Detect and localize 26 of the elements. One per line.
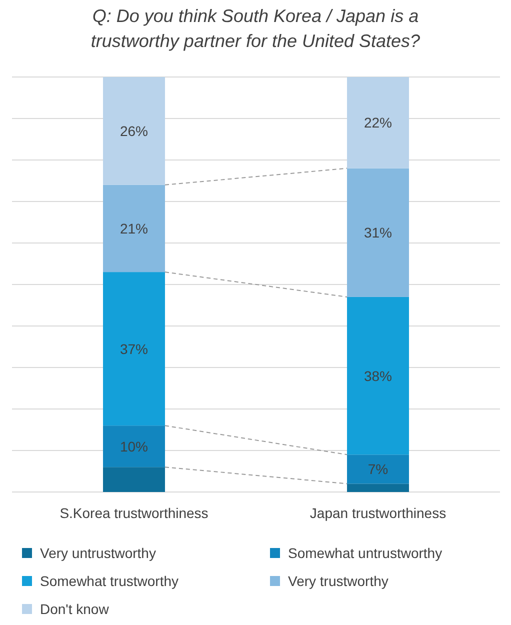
data-label: 10% <box>120 438 148 454</box>
data-label: 31% <box>364 224 392 241</box>
bar <box>347 77 409 168</box>
data-label: 21% <box>120 220 148 236</box>
data-label: 37% <box>120 340 148 357</box>
legend-label: Very untrustworthy <box>40 545 156 561</box>
legend-label: Don't know <box>40 601 110 617</box>
data-label: 22% <box>364 114 392 131</box>
legend-label: Somewhat trustworthy <box>40 573 178 589</box>
x-tick-label: S.Korea trustworthiness <box>60 505 208 521</box>
bar <box>347 296 409 455</box>
bar <box>347 168 409 297</box>
bar <box>103 77 165 185</box>
data-label: 26% <box>120 122 148 139</box>
data-label: 38% <box>364 368 392 384</box>
legend-label: Somewhat untrustworthy <box>288 545 442 561</box>
bar <box>103 426 165 468</box>
bar <box>103 467 165 492</box>
legend-label: Very trustworthy <box>288 573 388 589</box>
bar <box>347 484 409 492</box>
bar <box>103 272 165 426</box>
chart-title: Q: Do you think South Korea / Japan is a trustworthy partner for the United States? <box>90 6 420 51</box>
x-tick-label: Japan trustworthiness <box>310 505 446 521</box>
data-label: 7% <box>368 461 388 478</box>
bar <box>347 454 409 484</box>
bar <box>103 184 165 272</box>
